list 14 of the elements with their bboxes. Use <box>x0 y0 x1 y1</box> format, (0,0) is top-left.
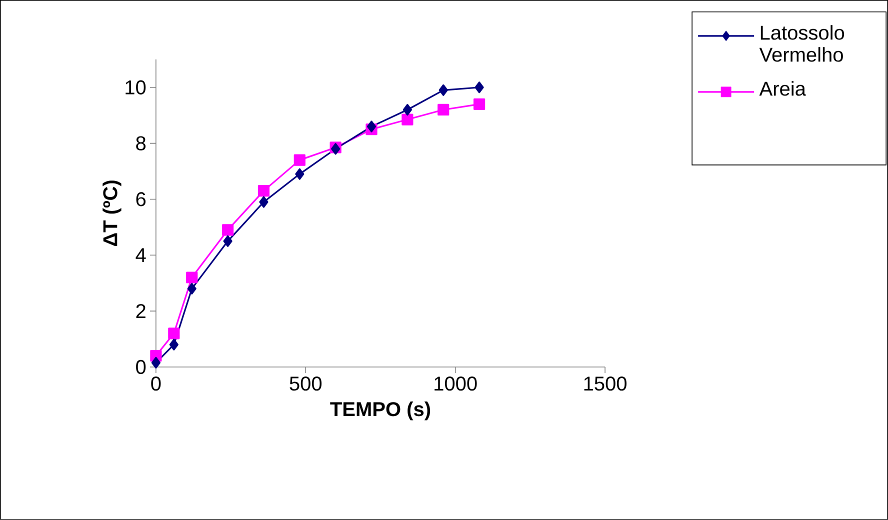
x-tick-label: 1500 <box>584 376 626 391</box>
x-tick-label: 500 <box>290 376 322 391</box>
y-tick-label: 2 <box>136 304 146 318</box>
y-tick-label: 0 <box>136 360 146 374</box>
legend-label: Latossolo Vermelho <box>759 25 844 62</box>
y-tick-label: 6 <box>136 192 146 206</box>
x-tick-label: 1000 <box>434 376 477 391</box>
x-axis-title: TEMPO (s) <box>330 402 430 420</box>
y-tick-label: 4 <box>136 248 146 262</box>
y-tick-label: 8 <box>136 136 146 150</box>
y-tick-label: 10 <box>126 80 146 94</box>
x-tick-label: 0 <box>151 376 161 391</box>
legend-label: Areia <box>759 81 806 96</box>
y-axis-title: ΔT (ºC) <box>102 180 122 246</box>
